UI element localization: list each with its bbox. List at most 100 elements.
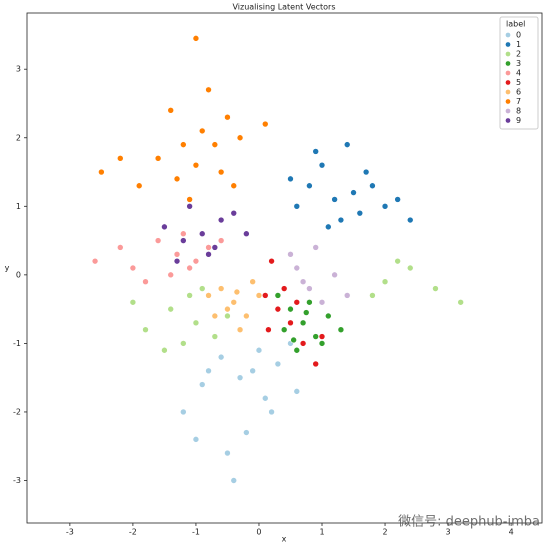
point [337, 216, 345, 224]
point [274, 305, 282, 313]
legend-marker [505, 98, 511, 105]
point [306, 182, 313, 190]
point [265, 326, 272, 333]
x-tick-label: 1 [319, 528, 324, 537]
point [142, 326, 149, 333]
point [287, 175, 294, 183]
point [369, 182, 376, 190]
legend-label: 3 [516, 59, 521, 68]
point [381, 278, 389, 286]
point [331, 196, 338, 203]
point [198, 127, 206, 135]
point [142, 278, 149, 286]
point [318, 333, 326, 340]
legend-marker [505, 108, 511, 114]
point [261, 120, 269, 128]
y-tick-label: 2 [16, 133, 21, 142]
point [236, 326, 244, 333]
point [230, 298, 238, 306]
point [217, 168, 225, 176]
point [293, 298, 301, 306]
point [161, 223, 168, 231]
point [205, 244, 212, 251]
legend-label: 7 [516, 97, 521, 106]
point [369, 292, 376, 299]
legend-marker [505, 89, 511, 95]
point [205, 86, 212, 94]
point [211, 333, 219, 340]
x-tick-label: -2 [129, 528, 137, 537]
x-axis-label: x [282, 535, 287, 544]
point [243, 312, 250, 320]
point [406, 264, 414, 272]
legend-label: 2 [516, 50, 521, 59]
x-tick-label: -1 [192, 528, 200, 537]
point [312, 333, 320, 340]
legend-label: 9 [516, 116, 521, 125]
point [192, 257, 200, 265]
point [230, 477, 238, 484]
point [306, 298, 313, 306]
point [287, 250, 294, 258]
point [192, 161, 200, 169]
point [325, 312, 332, 320]
point [243, 230, 250, 238]
x-tick-label: 4 [509, 528, 514, 537]
point [230, 182, 238, 190]
point [217, 285, 225, 292]
legend-label: 5 [516, 78, 521, 87]
y-tick-label: 1 [16, 202, 21, 211]
point [312, 148, 320, 155]
point [186, 203, 193, 210]
point [180, 237, 187, 244]
point [299, 340, 307, 347]
point [261, 394, 269, 402]
point [167, 271, 175, 279]
point [343, 141, 351, 148]
point [180, 340, 187, 347]
point [236, 134, 244, 142]
point [243, 429, 250, 436]
legend-marker [505, 51, 511, 57]
point [154, 155, 162, 162]
x-tick-label: -3 [66, 528, 74, 537]
point [211, 244, 219, 251]
point [91, 257, 99, 265]
legend-label: 1 [516, 40, 521, 49]
point [318, 161, 326, 169]
point [205, 292, 212, 299]
point [198, 285, 206, 292]
point [318, 340, 326, 347]
point [280, 326, 288, 333]
legend-marker [505, 60, 511, 67]
point [192, 436, 200, 443]
point [293, 388, 301, 395]
point [293, 264, 301, 272]
point [274, 360, 282, 368]
legend-title: label [506, 20, 525, 29]
point [161, 346, 168, 354]
point [312, 360, 320, 368]
point [381, 203, 389, 210]
point [274, 292, 282, 299]
point [186, 264, 193, 272]
point [180, 408, 187, 416]
point [173, 257, 181, 265]
point [249, 367, 256, 375]
point [129, 298, 137, 306]
point [312, 244, 320, 251]
point [350, 189, 357, 196]
point [217, 216, 225, 224]
point [261, 292, 269, 299]
legend-label: 0 [516, 31, 521, 40]
point [211, 141, 219, 148]
point [211, 312, 219, 320]
legend-marker [505, 70, 511, 76]
point [192, 35, 200, 42]
y-tick-label: 0 [16, 270, 21, 279]
point [205, 250, 212, 258]
legend-marker [505, 41, 511, 48]
point [268, 257, 275, 265]
